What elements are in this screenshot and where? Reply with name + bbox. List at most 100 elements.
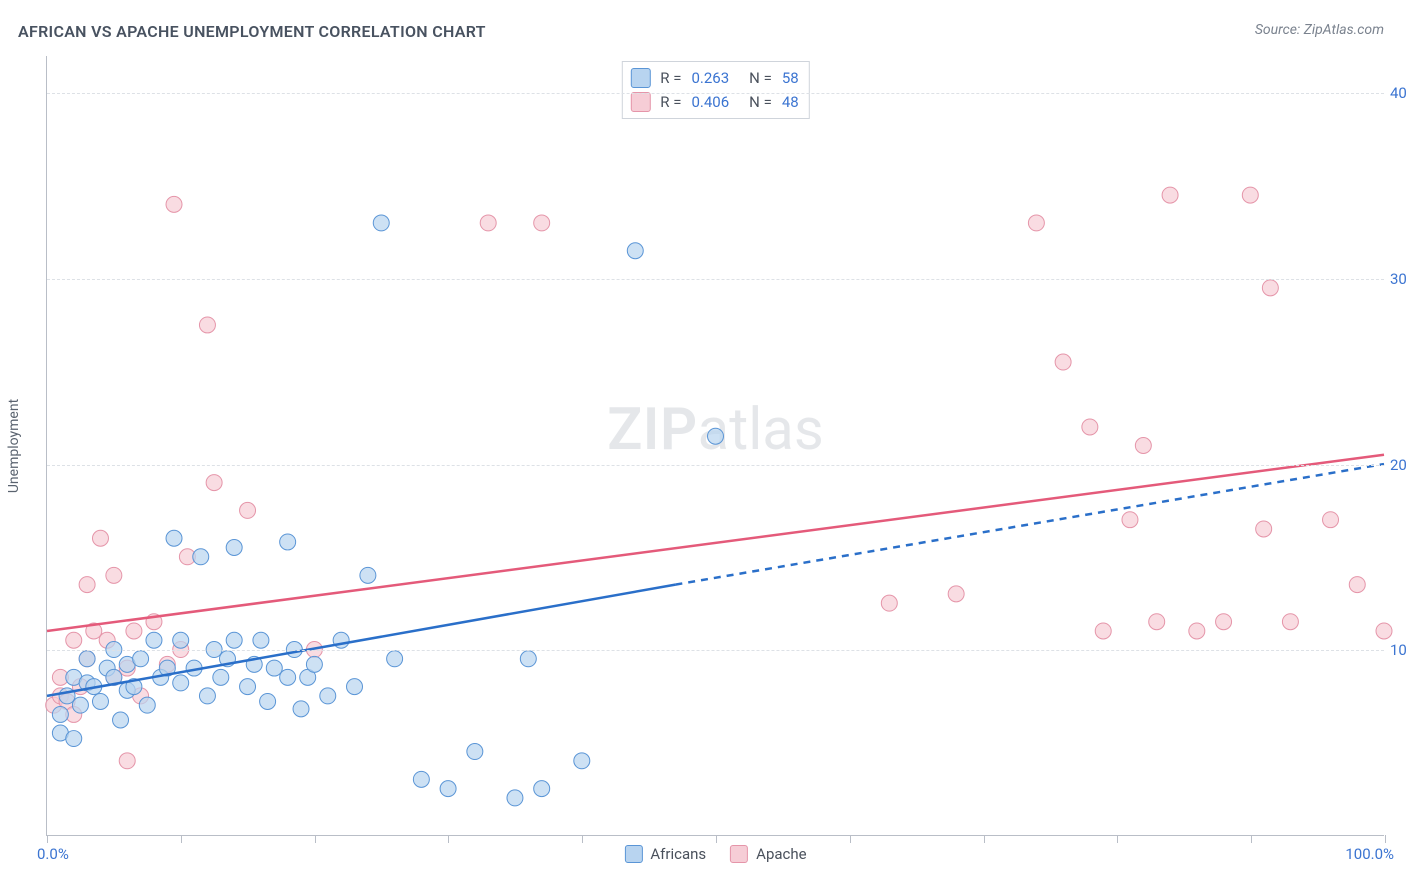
data-point — [1256, 521, 1272, 537]
x-tick — [984, 835, 985, 843]
data-point — [387, 651, 403, 667]
data-point — [106, 567, 122, 583]
y-tick-label: 40.0% — [1390, 84, 1406, 102]
data-point — [627, 243, 643, 259]
data-point — [226, 632, 242, 648]
data-point — [1095, 623, 1111, 639]
chart-svg — [47, 56, 1384, 835]
correlation-legend: R = 0.263 N = 58 R = 0.406 N = 48 — [621, 61, 809, 119]
data-point — [253, 632, 269, 648]
data-point — [226, 540, 242, 556]
data-point — [1242, 187, 1258, 203]
data-point — [92, 530, 108, 546]
gridline — [47, 465, 1384, 466]
data-point — [1149, 614, 1165, 630]
data-point — [1162, 187, 1178, 203]
x-tick — [181, 835, 182, 843]
data-point — [1122, 512, 1138, 528]
swatch-apache — [630, 92, 650, 112]
data-point — [574, 753, 590, 769]
data-point — [1349, 577, 1365, 593]
source-attribution: Source: ZipAtlas.com — [1255, 22, 1384, 38]
trend-line — [47, 455, 1384, 631]
x-tick — [716, 835, 717, 843]
data-point — [520, 651, 536, 667]
data-point — [440, 781, 456, 797]
data-point — [79, 651, 95, 667]
data-point — [260, 693, 276, 709]
x-tick — [448, 835, 449, 843]
data-point — [280, 534, 296, 550]
swatch-africans — [624, 845, 642, 863]
data-point — [139, 697, 155, 713]
data-point — [173, 632, 189, 648]
data-point — [1282, 614, 1298, 630]
data-point — [193, 549, 209, 565]
data-point — [1216, 614, 1232, 630]
data-point — [413, 771, 429, 787]
data-point — [480, 215, 496, 231]
data-point — [948, 586, 964, 602]
gridline — [47, 279, 1384, 280]
data-point — [293, 701, 309, 717]
x-tick — [582, 835, 583, 843]
gridline — [47, 93, 1384, 94]
data-point — [79, 577, 95, 593]
data-point — [1189, 623, 1205, 639]
data-point — [113, 712, 129, 728]
data-point — [173, 675, 189, 691]
series-legend: Africans Apache — [624, 845, 806, 863]
data-point — [1055, 354, 1071, 370]
data-point — [280, 669, 296, 685]
x-tick — [850, 835, 851, 843]
swatch-apache — [730, 845, 748, 863]
data-point — [66, 632, 82, 648]
data-point — [199, 688, 215, 704]
data-point — [119, 753, 135, 769]
data-point — [166, 530, 182, 546]
swatch-africans — [630, 68, 650, 88]
x-axis-min-label: 0.0% — [37, 845, 69, 863]
x-axis-max-label: 100.0% — [1345, 845, 1394, 863]
trend-line — [47, 585, 675, 696]
trend-line — [675, 464, 1384, 585]
data-point — [146, 632, 162, 648]
data-point — [240, 679, 256, 695]
data-point — [66, 731, 82, 747]
plot-area: ZIPatlas R = 0.263 N = 58 R = 0.406 N = … — [46, 56, 1384, 836]
data-point — [507, 790, 523, 806]
data-point — [206, 475, 222, 491]
data-point — [166, 196, 182, 212]
y-tick-label: 30.0% — [1390, 270, 1406, 288]
x-tick — [315, 835, 316, 843]
legend-item-apache: Apache — [730, 845, 806, 863]
data-point — [708, 428, 724, 444]
y-tick-label: 10.0% — [1390, 641, 1406, 659]
x-tick — [47, 835, 48, 843]
data-point — [1376, 623, 1392, 639]
y-tick-label: 20.0% — [1390, 456, 1406, 474]
data-point — [133, 651, 149, 667]
data-point — [1262, 280, 1278, 296]
legend-item-africans: Africans — [624, 845, 706, 863]
data-point — [347, 679, 363, 695]
data-point — [266, 660, 282, 676]
data-point — [1135, 438, 1151, 454]
data-point — [534, 215, 550, 231]
data-point — [1323, 512, 1339, 528]
data-point — [360, 567, 376, 583]
data-point — [199, 317, 215, 333]
data-point — [52, 706, 68, 722]
data-point — [240, 502, 256, 518]
data-point — [534, 781, 550, 797]
data-point — [306, 656, 322, 672]
data-point — [126, 623, 142, 639]
data-point — [881, 595, 897, 611]
gridline — [47, 650, 1384, 651]
data-point — [213, 669, 229, 685]
legend-row-africans: R = 0.263 N = 58 — [630, 66, 798, 90]
data-point — [373, 215, 389, 231]
x-tick — [1117, 835, 1118, 843]
data-point — [72, 697, 88, 713]
x-tick — [1385, 835, 1386, 843]
